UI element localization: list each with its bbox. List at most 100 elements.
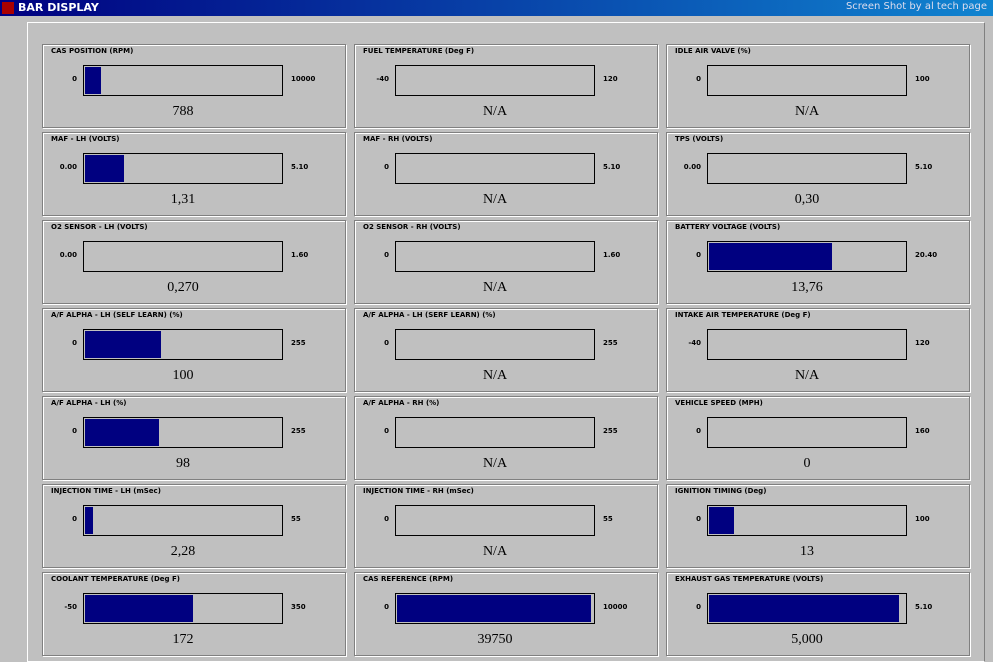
- gauge-value: N/A: [482, 544, 508, 559]
- gauge-max: 5.10: [915, 603, 933, 611]
- gauge-box: [707, 593, 907, 624]
- gauge-min: 0: [696, 603, 701, 611]
- gauge-box: [83, 153, 283, 184]
- gauge-label: CAS POSITION (RPM): [51, 47, 134, 55]
- gauge-box: [707, 65, 907, 96]
- gauge-max: 10000: [603, 603, 628, 611]
- gauge-box: [707, 417, 907, 448]
- gauge-min: 0: [384, 603, 389, 611]
- gauge-label: IGNITION TIMING (Deg): [675, 487, 767, 495]
- gauge-min: 0: [72, 75, 77, 83]
- credit: Screen Shot by al tech page: [845, 1, 987, 12]
- gauge-bar: [397, 595, 592, 622]
- gauge-label: O2 SENSOR - LH (VOLTS): [51, 223, 148, 231]
- gauge-bar: [85, 419, 160, 446]
- title-bar: BAR DISPLAY Screen Shot by al tech page: [0, 0, 993, 16]
- gauge-bar: [85, 67, 101, 94]
- gauge-value: 13,76: [791, 280, 823, 295]
- gauge-label: VEHICLE SPEED (MPH): [675, 399, 763, 407]
- gauge-panel: MAF - LH (VOLTS) 0.00 5.10 1,31: [42, 132, 346, 216]
- gauge-max: 120: [603, 75, 618, 83]
- gauge-min: -40: [376, 75, 389, 83]
- gauge-min: 0: [384, 251, 389, 259]
- gauge-max: 100: [915, 75, 930, 83]
- gauge-panel: IDLE AIR VALVE (%) 0 100 N/A: [666, 44, 970, 128]
- gauge-min: 0: [384, 163, 389, 171]
- gauge-box: [707, 329, 907, 360]
- gauge-box: [83, 241, 283, 272]
- gauge-label: INTAKE AIR TEMPERATURE (Deg F): [675, 311, 811, 319]
- gauge-min: 0.00: [683, 163, 701, 171]
- gauge-max: 5.10: [603, 163, 621, 171]
- gauge-label: COOLANT TEMPERATURE (Deg F): [51, 575, 180, 583]
- gauge-value: N/A: [794, 104, 820, 119]
- gauge-panel: INTAKE AIR TEMPERATURE (Deg F) -40 120 N/A: [666, 308, 970, 392]
- gauge-label: INJECTION TIME - LH (mSec): [51, 487, 161, 495]
- gauge-value: 2,28: [170, 544, 196, 559]
- gauge-min: 0: [696, 515, 701, 523]
- gauge-panel: A/F ALPHA - RH (%) 0 255 N/A: [354, 396, 658, 480]
- gauge-label: A/F ALPHA - LH (%): [51, 399, 127, 407]
- gauge-label: FUEL TEMPERATURE (Deg F): [363, 47, 475, 55]
- gauge-label: BATTERY VOLTAGE (VOLTS): [675, 223, 781, 231]
- gauge-box: [395, 153, 595, 184]
- gauge-max: 255: [603, 339, 618, 347]
- gauge-value: N/A: [482, 280, 508, 295]
- gauge-value: 98: [176, 456, 190, 471]
- gauge-min: -50: [64, 603, 77, 611]
- gauge-panel: EXHAUST GAS TEMPERATURE (VOLTS) 0 5.10 5,00…: [666, 572, 970, 656]
- gauge-min: 0: [384, 339, 389, 347]
- gauge-box: [395, 329, 595, 360]
- gauge-min: 0: [696, 75, 701, 83]
- gauge-label: A/F ALPHA - RH (%): [363, 399, 440, 407]
- gauge-min: 0: [696, 251, 701, 259]
- gauge-value: N/A: [482, 104, 508, 119]
- gauge-max: 100: [915, 515, 930, 523]
- gauge-box: [395, 65, 595, 96]
- gauge-bar: [709, 595, 900, 622]
- gauge-panel: BATTERY VOLTAGE (VOLTS) 0 20.40 13,76: [666, 220, 970, 304]
- gauge-min: 0: [384, 427, 389, 435]
- gauge-value: N/A: [482, 368, 508, 383]
- gauge-label: EXHAUST GAS TEMPERATURE (VOLTS): [675, 575, 824, 583]
- gauge-max: 1.60: [291, 251, 309, 259]
- gauge-box: [395, 417, 595, 448]
- gauge-max: 255: [291, 427, 306, 435]
- gauge-max: 55: [291, 515, 301, 523]
- gauge-min: 0: [696, 427, 701, 435]
- gauge-box: [83, 505, 283, 536]
- gauge-label: IDLE AIR VALVE (%): [675, 47, 751, 55]
- gauge-value: 39750: [477, 632, 513, 647]
- gauge-panel: COOLANT TEMPERATURE (Deg F) -50 350 172: [42, 572, 346, 656]
- gauge-value: N/A: [482, 456, 508, 471]
- gauge-panel: IGNITION TIMING (Deg) 0 100 13: [666, 484, 970, 568]
- gauge-max: 255: [603, 427, 618, 435]
- gauge-box: [83, 593, 283, 624]
- gauge-max: 20.40: [915, 251, 938, 259]
- gauge-panel: CAS REFERENCE (RPM) 0 10000 39750: [354, 572, 658, 656]
- gauge-max: 120: [915, 339, 930, 347]
- gauge-label: CAS REFERENCE (RPM): [363, 575, 454, 583]
- gauge-value: 5,000: [791, 632, 823, 647]
- gauge-value: N/A: [482, 192, 508, 207]
- gauge-label: O2 SENSOR - RH (VOLTS): [363, 223, 461, 231]
- gauge-panel: MAF - RH (VOLTS) 0 5.10 N/A: [354, 132, 658, 216]
- gauge-value: 0,30: [794, 192, 820, 207]
- gauge-label: INJECTION TIME - RH (mSec): [363, 487, 474, 495]
- gauge-box: [707, 153, 907, 184]
- gauge-min: 0: [72, 515, 77, 523]
- gauge-max: 1.60: [603, 251, 621, 259]
- gauge-bar: [85, 331, 162, 358]
- gauge-max: 10000: [291, 75, 316, 83]
- gauge-panel: A/F ALPHA - LH (%) 0 255 98: [42, 396, 346, 480]
- gauge-min: 0: [72, 427, 77, 435]
- window-title: BAR DISPLAY: [18, 1, 99, 14]
- gauge-bar: [85, 507, 93, 534]
- gauge-box: [83, 329, 283, 360]
- gauge-box: [395, 593, 595, 624]
- gauge-value: N/A: [794, 368, 820, 383]
- gauge-panel: A/F ALPHA - LH (SELF LEARN) (%) 0 255 100: [42, 308, 346, 392]
- gauge-box: [395, 241, 595, 272]
- gauge-value: 13: [800, 544, 814, 559]
